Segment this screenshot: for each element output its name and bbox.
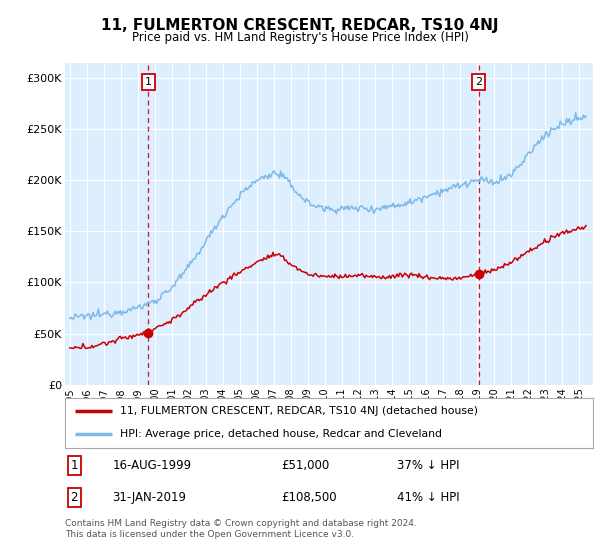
Text: Contains HM Land Registry data © Crown copyright and database right 2024.
This d: Contains HM Land Registry data © Crown c… [65,519,416,539]
Text: £108,500: £108,500 [281,491,337,503]
Text: 41% ↓ HPI: 41% ↓ HPI [397,491,460,503]
Text: 16-AUG-1999: 16-AUG-1999 [112,459,191,472]
Text: 2: 2 [71,491,78,503]
Text: 31-JAN-2019: 31-JAN-2019 [112,491,187,503]
Text: Price paid vs. HM Land Registry's House Price Index (HPI): Price paid vs. HM Land Registry's House … [131,31,469,44]
Text: £51,000: £51,000 [281,459,329,472]
Text: HPI: Average price, detached house, Redcar and Cleveland: HPI: Average price, detached house, Redc… [120,430,442,440]
Text: 1: 1 [145,77,152,87]
Text: 11, FULMERTON CRESCENT, REDCAR, TS10 4NJ (detached house): 11, FULMERTON CRESCENT, REDCAR, TS10 4NJ… [120,406,478,416]
Text: 2: 2 [475,77,482,87]
Text: 37% ↓ HPI: 37% ↓ HPI [397,459,460,472]
Text: 11, FULMERTON CRESCENT, REDCAR, TS10 4NJ: 11, FULMERTON CRESCENT, REDCAR, TS10 4NJ [101,18,499,33]
Text: 1: 1 [71,459,78,472]
